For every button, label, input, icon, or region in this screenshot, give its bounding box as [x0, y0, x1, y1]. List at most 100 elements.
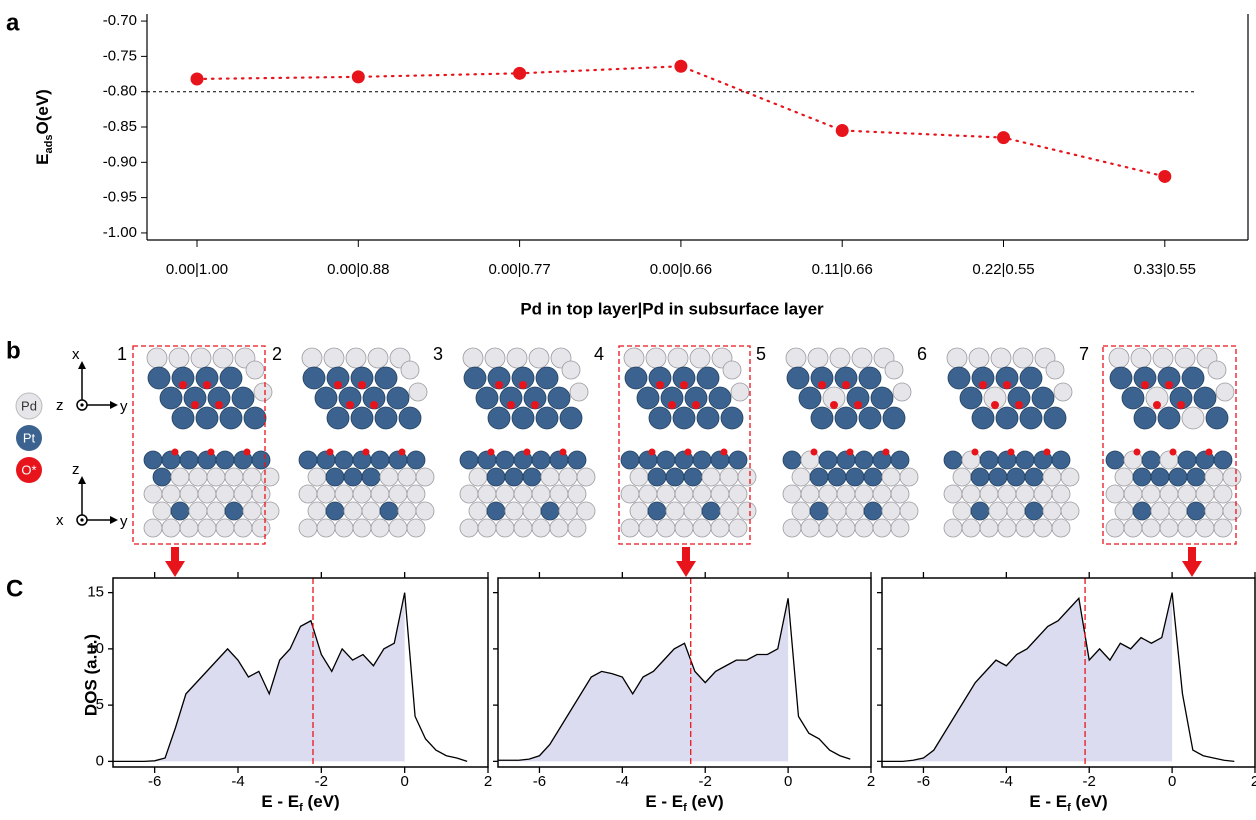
atom: [407, 451, 425, 469]
oxygen: [1015, 401, 1023, 409]
atom: [1214, 485, 1232, 503]
atom: [335, 451, 353, 469]
atom: [487, 468, 505, 486]
data-line: [197, 66, 1165, 176]
atom: [335, 519, 353, 537]
atom: [478, 485, 496, 503]
atom: [1115, 468, 1133, 486]
atom: [220, 367, 242, 389]
x-tick-label: -4: [1000, 773, 1013, 790]
atom: [514, 485, 532, 503]
panel-label: a: [6, 9, 20, 36]
atom: [646, 348, 666, 368]
x-tick-label: 0.00|1.00: [166, 261, 228, 278]
atom: [1142, 519, 1160, 537]
atom: [326, 468, 344, 486]
structure-number: 5: [756, 344, 766, 364]
atom: [243, 468, 261, 486]
atom: [786, 348, 806, 368]
atom: [1034, 519, 1052, 537]
arrow-shaft: [682, 547, 690, 563]
oxygen: [1141, 381, 1149, 389]
atom: [371, 451, 389, 469]
x-tick-label: -6: [148, 773, 161, 790]
atom: [225, 502, 243, 520]
atom: [1054, 383, 1072, 401]
atom: [980, 519, 998, 537]
atom: [315, 387, 337, 409]
atom: [180, 519, 198, 537]
atom: [1223, 468, 1241, 486]
structure-number: 7: [1079, 344, 1089, 364]
atom: [326, 502, 344, 520]
oxygen: [847, 449, 854, 456]
atom: [657, 451, 675, 469]
atom: [1124, 485, 1142, 503]
panel-label: b: [6, 337, 21, 364]
atom: [1061, 468, 1079, 486]
structure-number: 4: [594, 344, 604, 364]
atom: [463, 348, 483, 368]
axis-letter: z: [72, 461, 80, 478]
y-axis-title: EadsO(eV): [33, 89, 54, 165]
dos-fill: [113, 593, 405, 762]
atom: [344, 468, 362, 486]
oxygen: [1170, 449, 1177, 456]
atom: [478, 519, 496, 537]
atom: [991, 348, 1011, 368]
oxygen: [531, 401, 539, 409]
x-tick-label: -4: [231, 773, 244, 790]
panel-label: C: [6, 575, 23, 602]
atom: [1052, 451, 1070, 469]
atom: [1133, 468, 1151, 486]
atom: [1169, 502, 1187, 520]
atom: [625, 367, 647, 389]
axis-out-dot: [80, 403, 83, 406]
atom: [953, 502, 971, 520]
x-tick-label: 0.00|0.66: [650, 261, 712, 278]
atom: [550, 519, 568, 537]
x-axis-title: E - Ef (eV): [1029, 792, 1107, 813]
atom: [830, 348, 850, 368]
oxygen: [1044, 449, 1051, 456]
dos-fill: [498, 598, 788, 761]
atom: [144, 519, 162, 537]
atom: [980, 485, 998, 503]
atom: [189, 468, 207, 486]
atom: [1025, 468, 1043, 486]
atom: [792, 502, 810, 520]
atom: [416, 468, 434, 486]
atom: [720, 468, 738, 486]
x-title-part: E - E: [261, 792, 299, 811]
atom: [882, 502, 900, 520]
x-title-part: E - E: [645, 792, 683, 811]
atom: [729, 451, 747, 469]
oxygen: [979, 381, 987, 389]
oxygen: [680, 381, 688, 389]
atom: [409, 383, 427, 401]
oxygen: [1165, 381, 1173, 389]
atom: [460, 519, 478, 537]
atom: [1134, 407, 1156, 429]
atom: [1115, 502, 1133, 520]
atom: [882, 468, 900, 486]
atom: [180, 485, 198, 503]
atom: [835, 407, 857, 429]
atom: [172, 407, 194, 429]
atom: [225, 468, 243, 486]
x-title-part: (eV): [303, 792, 340, 811]
atom: [220, 407, 242, 429]
atom: [1196, 485, 1214, 503]
atom: [855, 485, 873, 503]
arrow-head: [110, 516, 118, 524]
atom: [1205, 468, 1223, 486]
atom: [792, 468, 810, 486]
atom: [353, 485, 371, 503]
atom: [808, 348, 828, 368]
atom: [953, 468, 971, 486]
atom: [811, 407, 833, 429]
atom: [505, 502, 523, 520]
y-title-part: E: [33, 153, 52, 164]
data-point: [191, 72, 204, 85]
axis-letter: x: [72, 346, 80, 363]
